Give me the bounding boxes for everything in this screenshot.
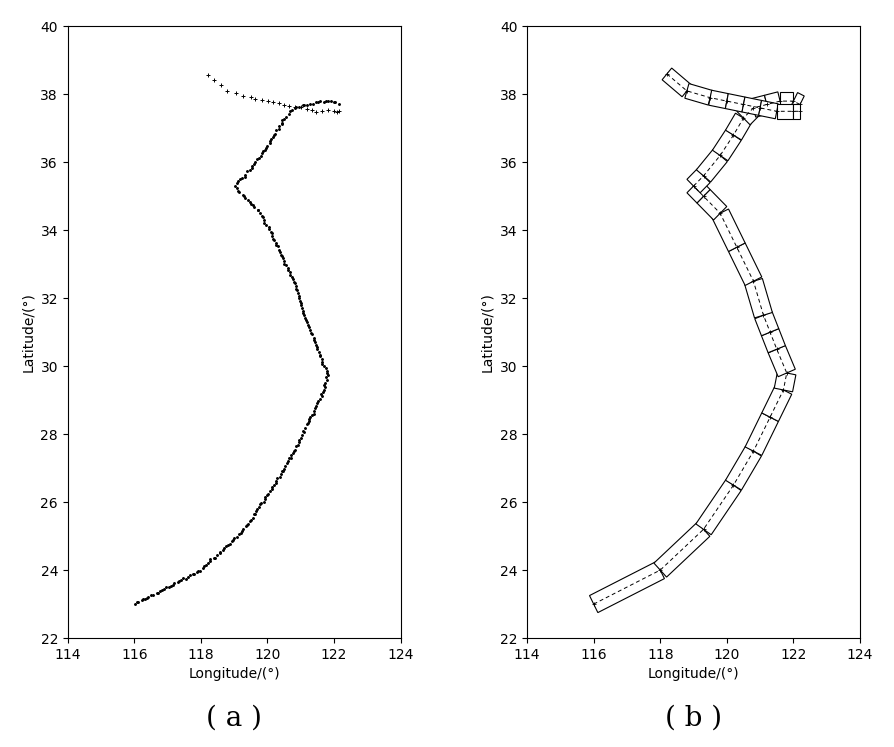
Polygon shape [726, 446, 762, 490]
Polygon shape [762, 385, 792, 421]
Polygon shape [725, 93, 745, 112]
Polygon shape [793, 104, 800, 119]
Polygon shape [687, 169, 710, 193]
Polygon shape [662, 68, 692, 97]
Text: ( a ): ( a ) [207, 705, 262, 732]
Polygon shape [768, 345, 796, 376]
Polygon shape [774, 371, 796, 392]
Polygon shape [789, 93, 805, 113]
Polygon shape [745, 413, 779, 456]
Text: ( b ): ( b ) [665, 705, 722, 732]
Polygon shape [759, 100, 778, 119]
Polygon shape [737, 101, 760, 125]
Polygon shape [687, 179, 710, 203]
Y-axis label: Latitude/(°): Latitude/(°) [480, 292, 494, 372]
Polygon shape [654, 522, 710, 577]
Polygon shape [764, 92, 782, 114]
Polygon shape [589, 562, 664, 613]
Polygon shape [777, 104, 793, 119]
Polygon shape [709, 90, 729, 108]
Polygon shape [751, 96, 769, 117]
Polygon shape [726, 114, 752, 140]
Polygon shape [762, 329, 786, 353]
X-axis label: Longitude/(°): Longitude/(°) [189, 667, 280, 681]
X-axis label: Longitude/(°): Longitude/(°) [648, 667, 739, 681]
Polygon shape [712, 209, 746, 252]
Polygon shape [713, 130, 741, 161]
Polygon shape [685, 84, 713, 105]
Polygon shape [755, 311, 779, 335]
Y-axis label: Latitude/(°): Latitude/(°) [21, 292, 35, 372]
Polygon shape [697, 190, 727, 220]
Polygon shape [745, 279, 772, 318]
Polygon shape [696, 480, 741, 535]
Polygon shape [742, 97, 762, 115]
Polygon shape [696, 149, 728, 182]
Polygon shape [780, 92, 793, 111]
Polygon shape [729, 243, 762, 285]
